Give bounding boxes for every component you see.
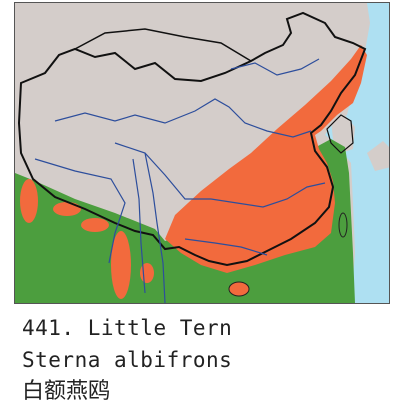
heilong-river xyxy=(230,58,320,76)
salween-river xyxy=(132,158,146,294)
range-map-svg xyxy=(15,3,389,303)
breeding-patch-west xyxy=(53,202,81,216)
species-common-name: Little Tern xyxy=(87,316,233,340)
hainan-island xyxy=(228,281,250,297)
species-scientific-name: Sterna albifrons xyxy=(22,348,233,372)
breeding-patch-west xyxy=(140,263,154,283)
yellow-river xyxy=(54,98,312,138)
taiwan-island xyxy=(338,212,348,238)
yangtze-river xyxy=(114,142,326,208)
korea-border xyxy=(326,114,354,154)
species-caption-line: 441. Little Tern xyxy=(22,316,232,340)
pearl-river xyxy=(184,238,268,256)
brahmaputra-river xyxy=(34,158,126,264)
breeding-patch-west xyxy=(81,218,109,232)
range-map xyxy=(14,2,390,304)
breeding-patch-west xyxy=(20,179,38,223)
species-number: 441. xyxy=(22,316,75,340)
japan-island xyxy=(367,141,389,171)
species-chinese-name: 白额燕鸥 xyxy=(22,379,111,404)
breeding-patch-west xyxy=(111,231,131,299)
breeding-range xyxy=(165,45,367,273)
mekong-river xyxy=(144,152,166,303)
mongolia-border xyxy=(74,28,252,62)
china-border xyxy=(17,11,367,267)
